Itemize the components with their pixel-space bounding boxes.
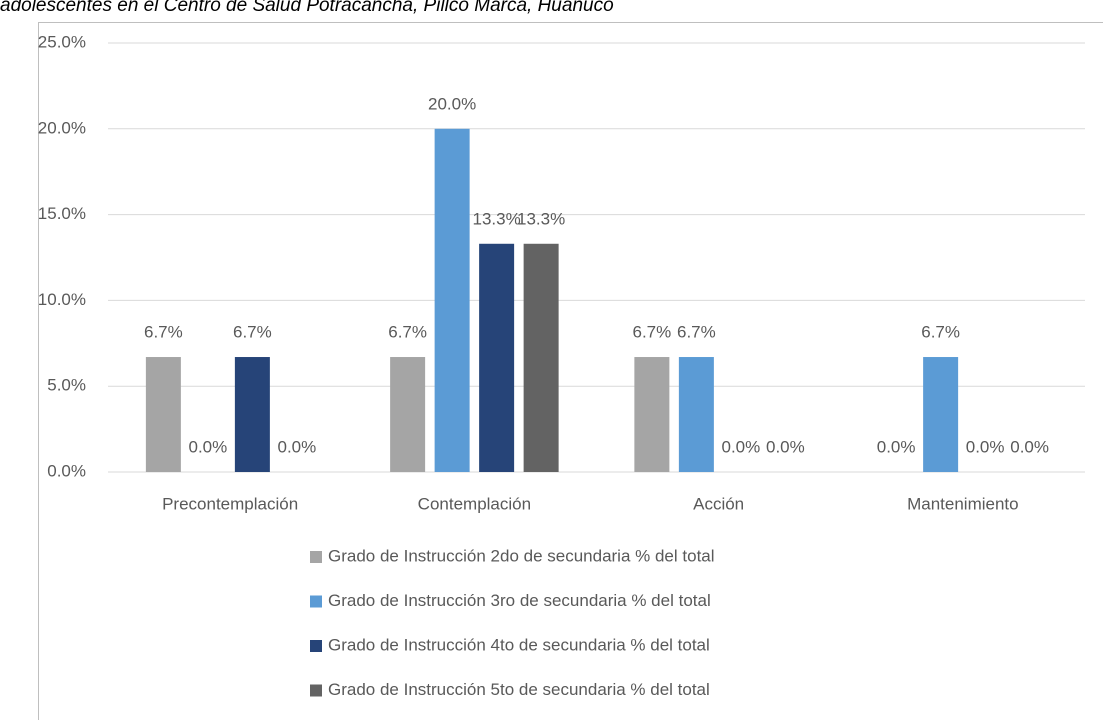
data-label: 0.0%	[722, 437, 761, 456]
bar	[434, 128, 470, 473]
legend-swatch	[310, 684, 322, 697]
data-label: 20.0%	[428, 94, 476, 113]
data-label: 0.0%	[766, 437, 805, 456]
data-label: 0.0%	[278, 437, 317, 456]
bar	[678, 357, 714, 472]
data-label: 6.7%	[677, 323, 716, 342]
legend-swatch	[310, 595, 322, 608]
bar	[479, 243, 515, 472]
y-tick-label: 5.0%	[47, 376, 86, 395]
data-label: 13.3%	[473, 209, 521, 228]
x-tick-label: Acción	[693, 494, 744, 513]
y-tick-label: 20.0%	[38, 118, 86, 137]
data-label: 0.0%	[189, 437, 228, 456]
bar	[145, 357, 181, 472]
x-tick-label: Contemplación	[418, 494, 531, 513]
chart-title: adolescentes en el Centro de Salud Potra…	[0, 0, 614, 16]
bar	[634, 357, 670, 472]
x-tick-label: Precontemplación	[162, 494, 298, 513]
bar	[523, 243, 559, 472]
legend-swatch	[310, 640, 322, 652]
data-label: 6.7%	[633, 323, 672, 342]
legend-label: Grado de Instrucción 2do de secundaria %…	[328, 546, 715, 565]
y-tick-label: 0.0%	[47, 461, 86, 480]
data-label: 13.3%	[517, 209, 565, 228]
data-label: 6.7%	[144, 323, 183, 342]
bar	[923, 357, 959, 472]
data-label: 0.0%	[877, 437, 916, 456]
legend-swatch	[310, 551, 322, 563]
data-label: 0.0%	[966, 437, 1005, 456]
y-tick-label: 25.0%	[38, 32, 86, 51]
y-tick-label: 15.0%	[38, 204, 86, 223]
data-label: 6.7%	[388, 323, 427, 342]
x-tick-label: Mantenimiento	[907, 494, 1019, 513]
y-tick-label: 10.0%	[38, 290, 86, 309]
legend-label: Grado de Instrucción 3ro de secundaria %…	[328, 591, 711, 610]
bar	[390, 357, 426, 472]
data-label: 6.7%	[233, 323, 272, 342]
data-label: 6.7%	[921, 323, 960, 342]
data-label: 0.0%	[1010, 437, 1049, 456]
bar	[234, 357, 270, 472]
legend-label: Grado de Instrucción 4to de secundaria %…	[328, 635, 710, 654]
legend-label: Grado de Instrucción 5to de secundaria %…	[328, 680, 710, 699]
